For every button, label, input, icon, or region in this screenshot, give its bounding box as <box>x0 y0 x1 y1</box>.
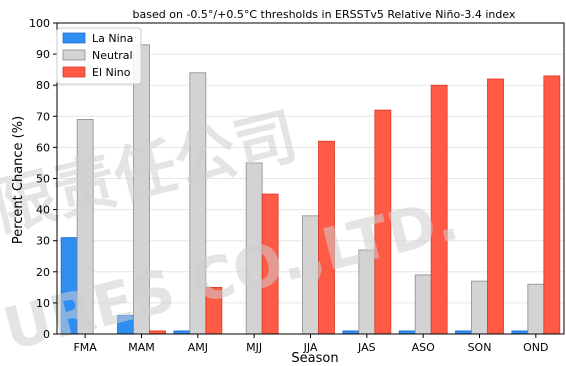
x-axis-ticks: FMA MAM AMJ MJJ JJA JAS ASO SON OND <box>73 334 549 354</box>
y-tick-label-100: 100 <box>29 17 50 30</box>
y-tick-label-30: 30 <box>36 235 50 248</box>
y-tick-label-10: 10 <box>36 297 50 310</box>
legend: La Nina Neutral El Nino <box>56 27 142 85</box>
y-axis-title: Percent Chance (%) <box>11 116 26 244</box>
legend-label-el-nino: El Nino <box>92 66 131 79</box>
bar-neutral-son <box>471 280 488 335</box>
x-tick-label-jja: JJA <box>303 341 318 354</box>
y-tick-label-90: 90 <box>36 48 50 61</box>
x-tick-label-amj: AMJ <box>188 341 208 354</box>
y-tick-label-50: 50 <box>36 173 50 186</box>
legend-swatch-el-nino <box>62 66 86 78</box>
y-tick-label-20: 20 <box>36 266 50 279</box>
legend-label-la-nina: La Nina <box>92 32 133 45</box>
y-tick-label-60: 60 <box>36 141 50 154</box>
x-tick-label-mam: MAM <box>128 341 155 354</box>
x-tick-label-fma: FMA <box>73 341 97 354</box>
y-tick-label-80: 80 <box>36 79 50 92</box>
x-tick-label-son: SON <box>468 341 492 354</box>
y-tick-label-0: 0 <box>43 328 50 341</box>
x-tick-label-aso: ASO <box>412 341 436 354</box>
bar-neutral-ond <box>527 283 545 335</box>
legend-swatch-la-nina <box>62 32 86 44</box>
legend-label-neutral: Neutral <box>92 49 133 62</box>
y-tick-label-70: 70 <box>36 110 50 123</box>
x-tick-label-ond: OND <box>523 341 548 354</box>
x-tick-label-jas: JAS <box>357 341 376 354</box>
bar-neutral-aso <box>414 274 432 335</box>
x-tick-label-mjj: MJJ <box>246 341 262 354</box>
y-axis-ticks: 0 10 20 30 40 50 60 70 80 90 100 <box>29 17 57 341</box>
bar-el-nino-son <box>487 78 504 335</box>
chart-title: based on -0.5°/+0.5°C thresholds in ERSS… <box>133 8 516 21</box>
x-axis-title: Season <box>291 351 338 366</box>
bar-el-nino-ond <box>543 75 561 335</box>
watermark: 限责任公司 URES CO.,LTD. <box>0 99 465 364</box>
legend-swatch-neutral <box>62 49 86 61</box>
y-tick-label-40: 40 <box>36 204 50 217</box>
